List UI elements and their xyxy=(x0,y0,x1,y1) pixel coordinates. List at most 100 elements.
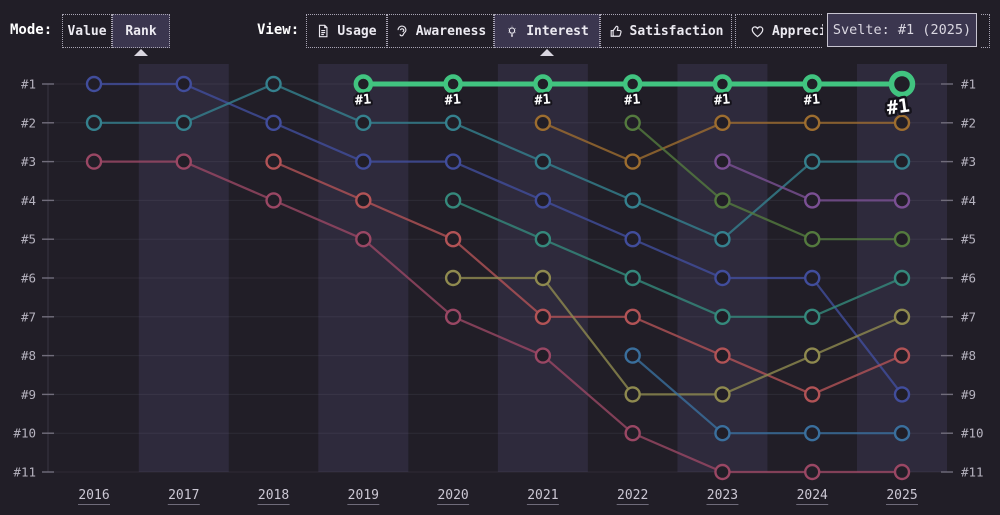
point-line-wine-2024[interactable] xyxy=(804,463,821,481)
point-line-darkgreen-2022[interactable] xyxy=(624,114,641,132)
point-line-indigo-2016[interactable] xyxy=(85,75,103,93)
x-label-2018[interactable]: 2018 xyxy=(258,488,289,503)
view-satisfaction-button[interactable]: Satisfaction xyxy=(600,14,732,48)
point-line-indigo-2022[interactable] xyxy=(624,230,641,248)
point-line-red-2020[interactable] xyxy=(444,230,462,248)
point-line-red-2024[interactable] xyxy=(804,386,821,403)
mode-rank-button[interactable]: Rank xyxy=(112,14,170,48)
point-svelte-2021[interactable] xyxy=(533,74,553,94)
point-line-indigo-2025[interactable] xyxy=(893,386,911,403)
point-line-purple-2025[interactable] xyxy=(893,192,911,209)
point-line-teal-2025[interactable] xyxy=(893,153,911,170)
point-line-olive-2020[interactable] xyxy=(444,269,462,287)
view-usage-label: Usage xyxy=(337,23,377,39)
point-line-teal-2022[interactable] xyxy=(624,192,641,209)
point-line-teal-2019[interactable] xyxy=(355,114,372,132)
point-line-wine-2020[interactable] xyxy=(444,308,462,325)
point-line-wine-2021[interactable] xyxy=(534,347,552,364)
point-line-olive-2021[interactable] xyxy=(534,269,552,287)
point-line-teal-2017[interactable] xyxy=(175,114,192,132)
y-label-right-#9: #9 xyxy=(961,387,976,402)
point-line-indigo-2017[interactable] xyxy=(175,75,192,93)
point-line-purple-2024[interactable] xyxy=(804,192,821,209)
point-line-blue-2022[interactable] xyxy=(624,347,641,364)
view-usage-button[interactable]: Usage xyxy=(306,14,387,48)
series-line-wine xyxy=(85,153,911,481)
point-svelte-2024[interactable] xyxy=(802,74,822,94)
x-label-2025[interactable]: 2025 xyxy=(886,488,917,503)
x-label-2021[interactable]: 2021 xyxy=(527,488,558,503)
view-interest-button[interactable]: Interest xyxy=(494,14,600,48)
point-line-teal-2023[interactable] xyxy=(714,230,731,248)
point-line-olive-2025[interactable] xyxy=(893,308,911,325)
point-line-orange-2022[interactable] xyxy=(624,153,641,170)
point-line-blue-2025[interactable] xyxy=(893,425,911,442)
view-awareness-button[interactable]: Awareness xyxy=(387,14,494,48)
view-interest-label: Interest xyxy=(526,23,589,39)
point-line-indigo-2020[interactable] xyxy=(444,153,462,170)
x-label-2024[interactable]: 2024 xyxy=(797,488,828,503)
point-line-wine-2016[interactable] xyxy=(85,153,103,170)
x-label-2016[interactable]: 2016 xyxy=(78,488,109,503)
point-line-seagreen-2025[interactable] xyxy=(893,269,911,287)
point-line-wine-2025[interactable] xyxy=(893,463,911,481)
point-line-red-2022[interactable] xyxy=(624,308,641,325)
point-line-orange-2025[interactable] xyxy=(893,114,911,132)
point-line-wine-2022[interactable] xyxy=(624,425,641,442)
point-line-olive-2022[interactable] xyxy=(624,386,641,403)
y-label-right-#1: #1 xyxy=(961,77,976,92)
x-label-2023[interactable]: 2023 xyxy=(707,488,738,503)
point-line-seagreen-2020[interactable] xyxy=(444,192,462,209)
point-line-wine-2019[interactable] xyxy=(355,230,372,248)
point-line-indigo-2019[interactable] xyxy=(355,153,372,170)
point-line-indigo-2023[interactable] xyxy=(714,269,731,287)
point-line-seagreen-2022[interactable] xyxy=(624,269,641,287)
x-label-2019[interactable]: 2019 xyxy=(348,488,379,503)
point-line-darkgreen-2024[interactable] xyxy=(804,230,821,248)
point-line-red-2019[interactable] xyxy=(355,192,372,209)
mode-value-button[interactable]: Value xyxy=(62,14,112,48)
point-line-olive-2023[interactable] xyxy=(714,386,731,403)
point-line-indigo-2024[interactable] xyxy=(804,269,821,287)
point-line-red-2021[interactable] xyxy=(534,308,552,325)
point-line-red-2018[interactable] xyxy=(265,153,282,170)
point-line-orange-2021[interactable] xyxy=(534,114,552,132)
point-line-blue-2024[interactable] xyxy=(804,425,821,442)
point-line-teal-2021[interactable] xyxy=(534,153,552,170)
point-line-teal-2016[interactable] xyxy=(85,114,103,132)
x-label-2017[interactable]: 2017 xyxy=(168,488,199,503)
point-line-purple-2023[interactable] xyxy=(714,153,731,170)
point-line-wine-2018[interactable] xyxy=(265,192,282,209)
point-line-red-2023[interactable] xyxy=(714,347,731,364)
point-svelte-2020[interactable] xyxy=(443,74,463,94)
point-line-orange-2024[interactable] xyxy=(804,114,821,132)
point-svelte-2023[interactable] xyxy=(712,74,733,94)
point-line-seagreen-2024[interactable] xyxy=(804,308,821,325)
point-line-olive-2024[interactable] xyxy=(804,347,821,364)
y-label-left-#2: #2 xyxy=(21,115,36,130)
point-rank-label-2022: #1 xyxy=(624,91,642,108)
point-line-red-2025[interactable] xyxy=(893,347,911,364)
point-line-blue-2023[interactable] xyxy=(714,425,731,442)
point-line-indigo-2018[interactable] xyxy=(265,114,282,132)
point-line-darkgreen-2023[interactable] xyxy=(714,192,731,209)
point-line-orange-2023[interactable] xyxy=(714,114,731,132)
point-svelte-2019[interactable] xyxy=(353,74,374,94)
point-line-darkgreen-2025[interactable] xyxy=(893,230,911,248)
point-svelte-2025[interactable] xyxy=(888,70,916,98)
point-line-teal-2018[interactable] xyxy=(265,75,282,93)
point-line-seagreen-2023[interactable] xyxy=(714,308,731,325)
point-svelte-2022[interactable] xyxy=(622,74,643,94)
point-line-wine-2023[interactable] xyxy=(714,463,731,481)
chart-tooltip-text: Svelte: #1 (2025) xyxy=(832,22,972,38)
point-rank-label-2024: #1 xyxy=(803,91,821,108)
point-line-teal-2024[interactable] xyxy=(804,153,821,170)
x-label-2020[interactable]: 2020 xyxy=(437,488,468,503)
point-line-seagreen-2021[interactable] xyxy=(534,230,552,248)
x-label-2022[interactable]: 2022 xyxy=(617,488,648,503)
point-line-wine-2017[interactable] xyxy=(175,153,192,170)
y-label-right-#3: #3 xyxy=(961,154,976,169)
point-line-teal-2020[interactable] xyxy=(444,114,462,132)
point-line-indigo-2021[interactable] xyxy=(534,192,552,209)
